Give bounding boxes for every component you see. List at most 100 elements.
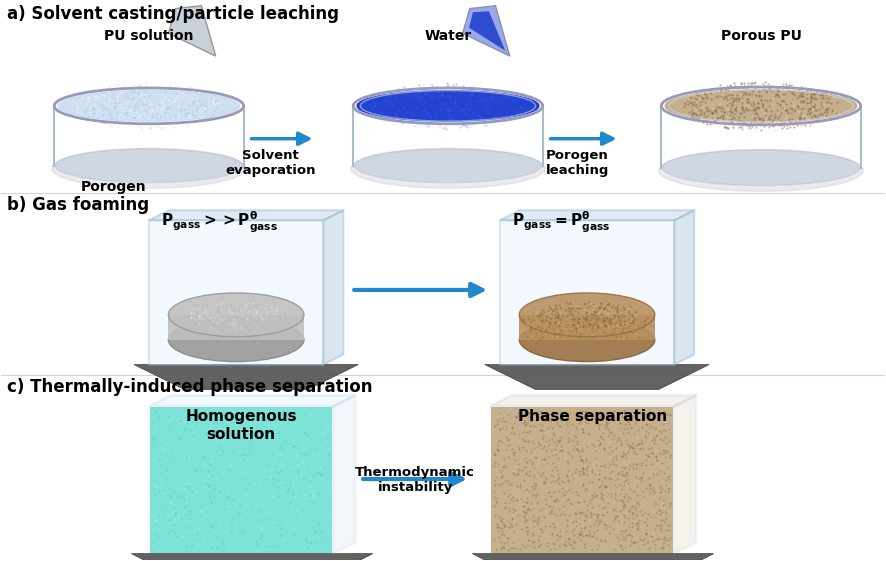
Point — [540, 413, 555, 422]
Point — [588, 454, 602, 463]
Point — [772, 90, 786, 99]
Point — [748, 112, 762, 121]
Point — [586, 532, 600, 541]
Point — [644, 448, 658, 457]
Point — [271, 521, 285, 530]
Point — [560, 439, 574, 448]
Point — [308, 536, 323, 545]
Point — [292, 480, 307, 489]
Point — [196, 114, 210, 123]
Point — [235, 450, 249, 459]
Point — [397, 97, 411, 106]
Point — [823, 112, 837, 121]
Point — [163, 116, 177, 125]
Point — [253, 425, 268, 434]
Point — [529, 309, 543, 318]
Point — [514, 494, 528, 503]
Point — [562, 309, 576, 318]
Point — [715, 115, 729, 124]
Point — [211, 305, 225, 314]
Point — [589, 327, 603, 335]
Point — [572, 530, 587, 539]
Point — [586, 302, 600, 311]
Point — [626, 412, 641, 421]
Point — [558, 306, 572, 315]
Point — [746, 102, 760, 111]
Point — [500, 102, 514, 111]
Point — [770, 90, 784, 99]
Point — [413, 117, 427, 126]
Point — [255, 438, 269, 447]
Point — [626, 438, 641, 447]
Point — [763, 121, 777, 130]
Point — [497, 410, 511, 419]
Point — [393, 114, 408, 123]
Point — [713, 104, 727, 113]
Point — [613, 507, 627, 516]
Point — [305, 498, 319, 507]
Point — [505, 444, 519, 453]
Point — [117, 112, 131, 121]
Point — [499, 91, 513, 100]
Point — [619, 314, 633, 323]
Point — [249, 536, 263, 545]
Point — [202, 316, 216, 325]
Point — [498, 116, 512, 125]
Point — [599, 482, 613, 491]
Point — [819, 90, 833, 99]
Point — [747, 104, 761, 113]
Point — [246, 298, 260, 307]
Point — [548, 481, 563, 490]
Point — [505, 513, 519, 522]
Point — [751, 89, 766, 98]
Point — [752, 114, 766, 123]
Point — [536, 308, 550, 317]
Point — [122, 96, 136, 105]
Point — [607, 544, 621, 553]
Point — [589, 407, 603, 416]
Point — [571, 532, 585, 541]
Point — [804, 114, 819, 123]
Point — [696, 118, 710, 127]
Point — [657, 474, 671, 483]
Point — [522, 495, 536, 504]
Point — [420, 109, 434, 118]
Point — [795, 90, 809, 99]
Point — [737, 112, 751, 121]
Point — [394, 95, 408, 104]
Point — [659, 418, 673, 427]
Point — [724, 88, 738, 97]
Point — [607, 416, 621, 425]
Point — [747, 97, 761, 106]
Point — [736, 107, 750, 116]
Point — [558, 442, 572, 451]
Point — [610, 414, 625, 423]
Point — [412, 81, 426, 90]
Point — [179, 113, 193, 122]
Point — [494, 513, 508, 522]
Point — [695, 92, 709, 101]
Point — [407, 117, 421, 126]
Point — [721, 123, 735, 132]
Point — [178, 418, 192, 427]
Point — [169, 532, 183, 541]
Point — [562, 414, 576, 423]
Point — [544, 446, 558, 455]
Point — [797, 115, 812, 124]
Point — [825, 104, 839, 113]
Point — [650, 430, 664, 439]
Point — [218, 505, 232, 514]
Point — [459, 99, 473, 108]
Point — [192, 312, 206, 321]
Point — [660, 535, 674, 544]
Point — [749, 112, 763, 121]
Point — [205, 111, 219, 120]
Point — [638, 509, 652, 518]
Point — [750, 90, 764, 99]
Point — [707, 117, 721, 126]
Point — [700, 94, 714, 103]
Point — [306, 498, 320, 507]
Point — [95, 119, 109, 128]
Point — [556, 539, 570, 548]
Point — [495, 542, 509, 551]
